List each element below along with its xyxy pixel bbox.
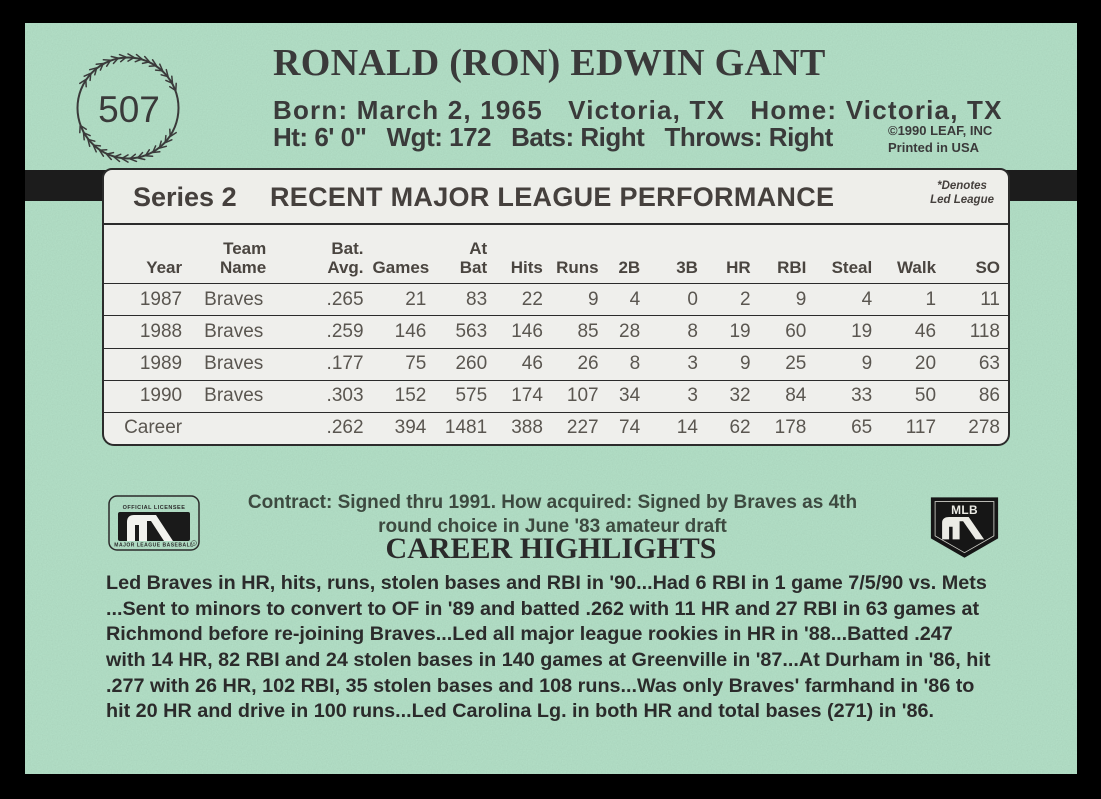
svg-text:OFFICIAL LICENSEE: OFFICIAL LICENSEE [123, 505, 186, 511]
svg-text:MLB: MLB [951, 503, 978, 517]
svg-text:507: 507 [98, 89, 160, 130]
